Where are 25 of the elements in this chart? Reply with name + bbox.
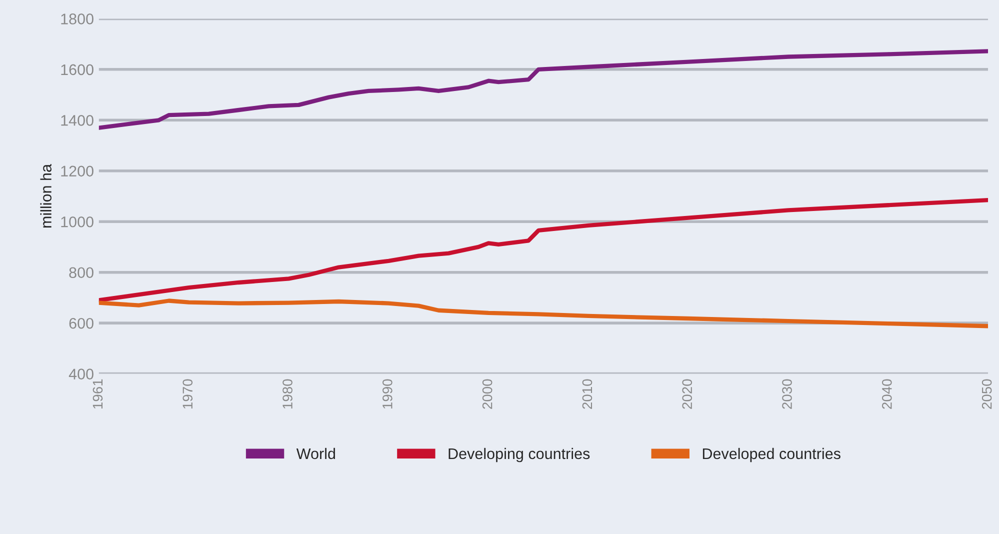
y-tick-label: 1800 bbox=[61, 14, 94, 24]
line-series bbox=[98, 198, 988, 302]
y-tick-label: 800 bbox=[69, 267, 94, 278]
line-series bbox=[98, 298, 988, 328]
y-tick-label: 1400 bbox=[61, 115, 94, 126]
x-tick-label: 2040 bbox=[882, 379, 892, 409]
y-tick-label: 1000 bbox=[61, 216, 94, 228]
x-tick-label: 2020 bbox=[682, 379, 692, 409]
x-tick-label: 1990 bbox=[382, 379, 392, 408]
x-tick-label: 2000 bbox=[482, 379, 492, 409]
x-tick-label: 2050 bbox=[982, 379, 992, 409]
x-tick-label: 2010 bbox=[582, 379, 592, 409]
line-series bbox=[98, 49, 988, 130]
x-tick-label: 1961 bbox=[92, 379, 103, 408]
legend-label: Developed countries bbox=[702, 448, 840, 462]
legend-label: World bbox=[296, 448, 335, 460]
y-tick-label: 1200 bbox=[61, 166, 94, 177]
y-tick-label: 1600 bbox=[61, 64, 94, 76]
y-axis-title: million ha bbox=[40, 164, 52, 228]
y-tick-label: 400 bbox=[68, 368, 94, 380]
y-tick-label: 600 bbox=[69, 318, 94, 329]
x-tick-label: 1980 bbox=[282, 379, 292, 408]
x-tick-label: 2030 bbox=[782, 379, 792, 409]
x-tick-label: 1970 bbox=[182, 379, 193, 408]
legend-label: Developing countries bbox=[448, 448, 590, 462]
